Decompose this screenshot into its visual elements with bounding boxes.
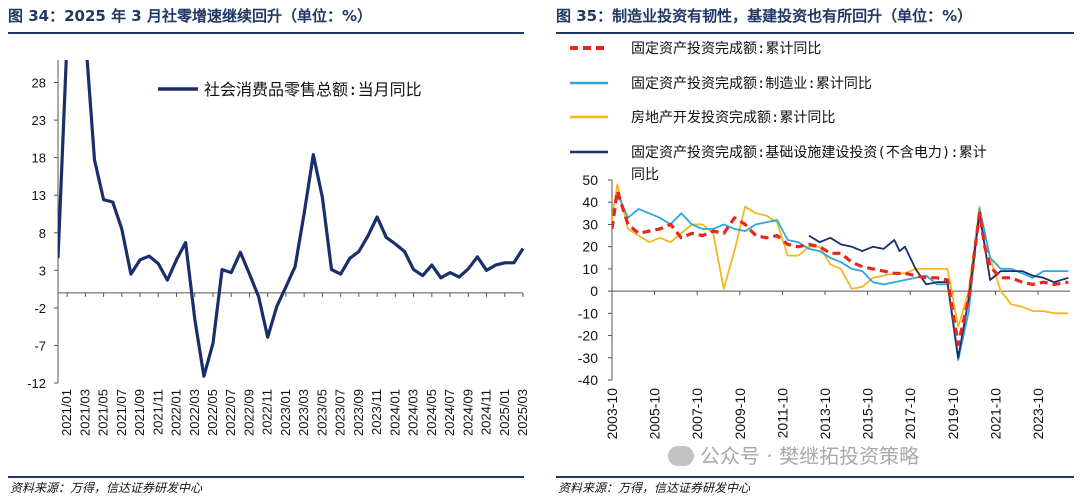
left-x-tick-label: 2025/01 bbox=[497, 389, 512, 436]
left-y-tick-label: 28 bbox=[32, 76, 46, 91]
left-y-tick-label: -7 bbox=[34, 338, 46, 353]
right-x-tick-label: 2017-10 bbox=[902, 388, 918, 440]
right-x-tick-label: 2003-10 bbox=[604, 388, 620, 440]
right-legend-label-3: 固定资产投资完成额:基础设施建设投资(不含电力):累计同比 bbox=[631, 144, 987, 183]
left-x-tick-label: 2022/07 bbox=[223, 389, 238, 436]
right-series-line-1 bbox=[616, 192, 1069, 361]
right-y-tick-label: -10 bbox=[578, 305, 598, 321]
right-chart-title: 图 35：制造业投资有韧性，基建投资也有所回升（单位：%） bbox=[556, 7, 973, 25]
right-legend-label-line2: 同比 bbox=[631, 167, 659, 183]
right-legend-label-0: 固定资产投资完成额:累计同比 bbox=[631, 41, 821, 57]
right-y-tick-label: -20 bbox=[578, 328, 598, 344]
left-x-tick-label: 2023/11 bbox=[369, 389, 384, 435]
left-x-tick-label: 2023/05 bbox=[314, 389, 329, 436]
left-x-tick-label: 2024/01 bbox=[387, 389, 402, 436]
wechat-icon bbox=[668, 446, 694, 466]
right-legend-label-line1: 固定资产投资完成额:基础设施建设投资(不含电力):累计 bbox=[631, 144, 987, 161]
left-x-tick-label: 2023/09 bbox=[351, 389, 366, 436]
left-y-tick-label: 18 bbox=[32, 151, 46, 166]
left-y-tick-label: 23 bbox=[32, 113, 46, 128]
watermark-text: 公众号 · 樊继拓投资策略 bbox=[700, 444, 920, 468]
right-y-tick-label: 20 bbox=[582, 239, 598, 255]
right-legend-label-2: 房地产开发投资完成额:累计同比 bbox=[631, 110, 835, 126]
right-series-line-3 bbox=[808, 212, 1069, 359]
left-x-tick-label: 2022/09 bbox=[241, 389, 256, 436]
left-x-tick-label: 2021/07 bbox=[114, 389, 129, 436]
left-x-tick-label: 2023/03 bbox=[296, 389, 311, 436]
left-series-line bbox=[58, 60, 525, 378]
left-y-tick-label: 8 bbox=[39, 226, 46, 241]
left-source-rule bbox=[8, 476, 524, 478]
right-chart-panel: 图 35：制造业投资有韧性，基建投资也有所回升（单位：%） 50 40 30 20 10… bbox=[548, 0, 1080, 499]
left-x-tick-label: 2023/07 bbox=[333, 389, 348, 436]
left-y-tick-label: 13 bbox=[32, 188, 46, 203]
left-x-tick-label: 2021/05 bbox=[96, 389, 111, 436]
left-x-tick-label: 2024/07 bbox=[442, 389, 457, 436]
right-x-tick-label: 2013-10 bbox=[817, 388, 833, 440]
right-source-rule bbox=[556, 476, 1074, 478]
right-series-line-0 bbox=[612, 189, 1069, 346]
left-x-tick-label: 2022/01 bbox=[169, 389, 184, 436]
right-y-tick-label: 40 bbox=[582, 194, 598, 210]
right-title-rule bbox=[556, 32, 1074, 34]
right-x-tick-label: 2015-10 bbox=[860, 388, 876, 440]
left-x-tick-label: 2024/05 bbox=[424, 389, 439, 436]
watermark: 公众号 · 樊继拓投资策略 bbox=[668, 440, 919, 469]
left-x-tick-label: 2021/11 bbox=[150, 389, 165, 435]
right-x-tick-label: 2009-10 bbox=[732, 388, 748, 440]
right-x-tick-label: 2019-10 bbox=[945, 388, 961, 440]
right-x-tick-label: 2021-10 bbox=[987, 388, 1003, 440]
right-y-tick-label: -40 bbox=[578, 372, 598, 388]
left-source-note: 资料来源：万得，信达证券研发中心 bbox=[10, 481, 203, 495]
right-chart-plot: 50 40 30 20 10 0 -10 -20 -30 -40 2003-10 2005-10 200… bbox=[570, 41, 1070, 440]
right-y-tick-label: 50 bbox=[582, 172, 598, 188]
left-chart-title: 图 34：2025 年 3 月社零增速继续回升（单位：%） bbox=[8, 7, 372, 25]
left-x-tick-label: 2021/09 bbox=[132, 389, 147, 436]
right-source-note: 资料来源：万得，信达证券研发中心 bbox=[558, 481, 751, 495]
left-x-tick-label: 2022/03 bbox=[187, 389, 202, 436]
left-x-tick-label: 2025/03 bbox=[515, 389, 530, 436]
right-y-tick-label: -30 bbox=[578, 350, 598, 366]
left-x-tick-label: 2021/01 bbox=[59, 389, 74, 436]
right-legend-label-1: 固定资产投资完成额:制造业:累计同比 bbox=[631, 76, 872, 92]
left-chart-panel: 图 34：2025 年 3 月社零增速继续回升（单位：%） 28 23 18 13 8 3… bbox=[0, 0, 530, 499]
left-y-tick-label: -2 bbox=[34, 301, 46, 316]
left-x-tick-label: 2022/05 bbox=[205, 389, 220, 436]
right-x-tick-label: 2011-10 bbox=[774, 388, 790, 439]
left-x-tick-label: 2024/03 bbox=[406, 389, 421, 436]
left-title-rule bbox=[8, 32, 524, 34]
right-x-tick-label: 2005-10 bbox=[647, 388, 663, 440]
right-series-line-2 bbox=[612, 183, 1069, 328]
right-y-tick-label: 0 bbox=[590, 283, 598, 299]
left-x-tick-label: 2024/09 bbox=[460, 389, 475, 436]
right-x-tick-label: 2007-10 bbox=[689, 388, 705, 440]
left-x-tick-label: 2024/11 bbox=[479, 389, 494, 435]
left-legend-label: 社会消费品零售总额:当月同比 bbox=[204, 80, 422, 99]
left-y-tick-label: 3 bbox=[39, 263, 46, 278]
right-y-tick-label: 10 bbox=[582, 261, 598, 277]
right-x-tick-label: 2023-10 bbox=[1030, 388, 1046, 440]
left-x-tick-label: 2023/01 bbox=[278, 389, 293, 436]
left-y-tick-label: -12 bbox=[27, 376, 46, 391]
left-x-tick-label: 2022/11 bbox=[260, 389, 275, 435]
right-y-tick-label: 30 bbox=[582, 216, 598, 232]
left-x-tick-label: 2021/03 bbox=[77, 389, 92, 436]
